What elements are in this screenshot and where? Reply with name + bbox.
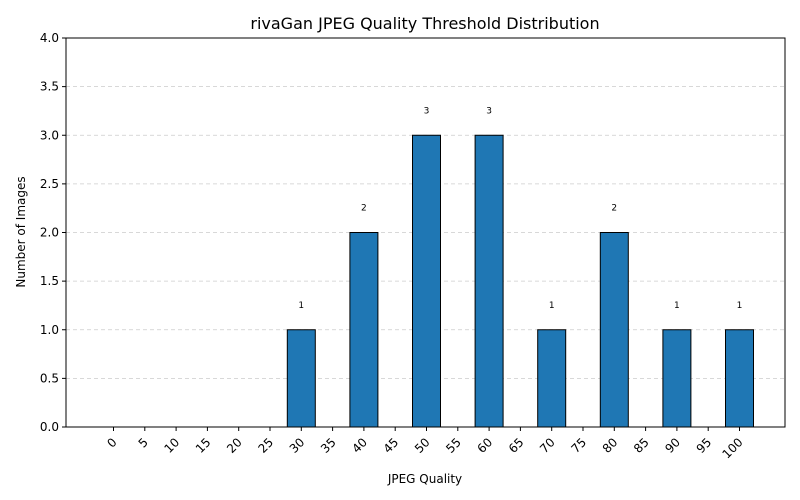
y-axis-label: Number of Images: [14, 176, 28, 287]
bar-value-label: 2: [611, 204, 617, 214]
bar: [537, 329, 567, 428]
y-tick-label: 0.5: [40, 371, 59, 385]
x-tick-label: 15: [193, 435, 214, 456]
y-tick-label: 4.0: [40, 31, 59, 45]
x-tick-label: 85: [631, 435, 652, 456]
x-axis-ticks: 0 5 10 15 20 25 30 35 40 45 50 55 60 65 70 75 80 85 90 95 10…: [104, 427, 746, 461]
y-tick-label: 1.5: [40, 274, 59, 288]
x-tick-label: 60: [475, 435, 496, 456]
bar: [349, 232, 379, 428]
x-tick-label: 80: [600, 435, 621, 456]
data-labels: 1 2 3 3 1 2 1 1: [298, 106, 742, 311]
y-axis-ticks: 0.0 0.5 1.0 1.5 2.0 2.5 3.0 3.5 4.0: [40, 31, 66, 434]
x-tick-label: 90: [662, 435, 683, 456]
x-tick-label: 0: [104, 435, 119, 450]
y-tick-label: 0.0: [40, 420, 59, 434]
bar-value-label: 1: [298, 301, 304, 311]
x-tick-label: 50: [412, 435, 433, 456]
x-tick-label: 45: [381, 435, 402, 456]
bar: [286, 329, 316, 428]
x-tick-label: 65: [506, 435, 527, 456]
x-tick-label: 55: [443, 435, 464, 456]
bar: [474, 134, 504, 428]
y-tick-label: 3.0: [40, 128, 59, 142]
y-tick-label: 2.5: [40, 177, 59, 191]
x-tick-label: 10: [162, 435, 183, 456]
x-axis-label: JPEG Quality: [387, 472, 462, 486]
bars: [286, 134, 754, 428]
y-tick-label: 3.5: [40, 80, 59, 94]
x-tick-label: 20: [224, 435, 245, 456]
x-tick-label: 25: [255, 435, 276, 456]
y-tick-label: 2.0: [40, 226, 59, 240]
bar-value-label: 1: [737, 301, 743, 311]
x-tick-label: 40: [349, 435, 370, 456]
bar: [725, 329, 754, 428]
bar: [599, 232, 629, 428]
chart-title: rivaGan JPEG Quality Threshold Distribut…: [250, 14, 599, 33]
x-tick-label: 70: [537, 435, 558, 456]
bar: [662, 329, 692, 428]
bar-value-label: 3: [424, 106, 430, 116]
bar-value-label: 1: [674, 301, 680, 311]
x-tick-label: 35: [318, 435, 339, 456]
x-tick-label: 5: [136, 435, 151, 450]
bar-value-label: 1: [549, 301, 555, 311]
x-tick-label: 75: [568, 435, 589, 456]
x-tick-label: 100: [720, 435, 746, 461]
bar-value-label: 2: [361, 204, 367, 214]
y-tick-label: 1.0: [40, 323, 59, 337]
x-tick-label: 30: [287, 435, 308, 456]
x-tick-label: 95: [694, 435, 715, 456]
bar: [412, 134, 441, 428]
bar-value-label: 3: [486, 106, 492, 116]
